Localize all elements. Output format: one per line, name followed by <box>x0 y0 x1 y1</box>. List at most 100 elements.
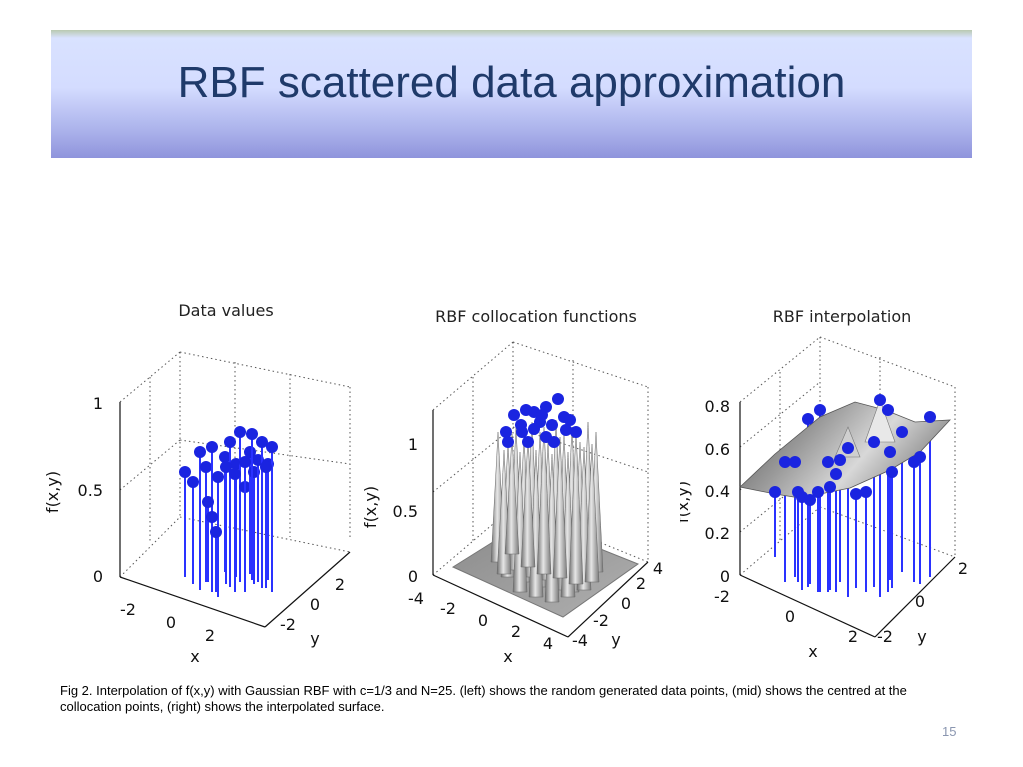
y-tick: -2 <box>280 615 296 634</box>
axes <box>119 402 351 628</box>
plot-title: RBF interpolation <box>773 307 912 326</box>
x-tick: 2 <box>511 622 521 641</box>
data-point <box>564 414 576 426</box>
x-tick: 0 <box>785 607 795 626</box>
z-axis-label: f(x,y) <box>680 481 692 523</box>
data-point <box>769 486 781 498</box>
rbf-spike <box>584 443 600 583</box>
data-point <box>536 409 548 421</box>
data-point <box>508 409 520 421</box>
rbf-spike <box>552 436 568 579</box>
z-tick: 0 <box>720 567 730 586</box>
data-point <box>206 511 218 523</box>
data-point <box>814 404 826 416</box>
x-axis-label: x <box>808 642 817 661</box>
data-point <box>914 451 926 463</box>
data-point <box>874 394 886 406</box>
x-axis-label: x <box>503 647 512 666</box>
data-point <box>187 476 199 488</box>
x-tick: 2 <box>205 626 215 645</box>
rbf-spikes <box>490 419 604 603</box>
plot-data-values: Data values 1 0.5 0 f(x,y) -2 0 2 x 2 0 … <box>40 292 370 672</box>
y-tick: 2 <box>636 574 646 593</box>
markers <box>500 393 582 448</box>
data-point <box>200 461 212 473</box>
z-tick: 0 <box>93 567 103 586</box>
title-bar: RBF scattered data approximation <box>51 30 972 158</box>
z-tick: 0.8 <box>705 397 730 416</box>
data-point <box>548 436 560 448</box>
data-point <box>804 494 816 506</box>
y-tick: 4 <box>653 559 663 578</box>
plot-rbf-collocation: RBF collocation functions 1 0.5 0 f(x,y)… <box>358 292 688 672</box>
x-tick: 2 <box>848 627 858 646</box>
data-point <box>266 441 278 453</box>
data-point <box>224 436 236 448</box>
y-tick: 2 <box>958 559 968 578</box>
z-tick: 1 <box>408 435 418 454</box>
data-point <box>234 426 246 438</box>
data-point <box>516 426 528 438</box>
z-tick: 0.5 <box>78 481 103 500</box>
x-tick: 4 <box>543 634 553 653</box>
data-point <box>202 496 214 508</box>
data-point <box>822 456 834 468</box>
data-point <box>884 446 896 458</box>
data-point <box>210 526 222 538</box>
data-point <box>842 442 854 454</box>
x-tick: 0 <box>166 613 176 632</box>
data-point <box>850 488 862 500</box>
data-point <box>179 466 191 478</box>
axes <box>739 402 956 638</box>
data-point <box>868 436 880 448</box>
y-tick: -2 <box>593 611 609 630</box>
data-point <box>896 426 908 438</box>
axes <box>432 410 649 638</box>
data-point <box>830 468 842 480</box>
data-point <box>570 426 582 438</box>
plot-rbf-interpolation: RBF interpolation 0.8 0.6 0.4 0.2 0 f(x,… <box>680 292 1015 672</box>
data-point <box>260 461 272 473</box>
y-axis-label: y <box>310 629 319 648</box>
data-point <box>500 426 512 438</box>
data-point <box>206 441 218 453</box>
data-point <box>219 451 231 463</box>
data-point <box>924 411 936 423</box>
y-tick: 2 <box>335 575 345 594</box>
data-point <box>802 413 814 425</box>
data-point <box>552 393 564 405</box>
rbf-spike <box>504 433 520 555</box>
stems <box>179 426 278 597</box>
rbf-spike <box>536 426 552 575</box>
z-tick: 0.4 <box>705 482 730 501</box>
data-point <box>812 486 824 498</box>
z-tick: 0.5 <box>393 502 418 521</box>
z-tick: 1 <box>93 394 103 413</box>
x-axis-label: x <box>190 647 199 666</box>
plot-title: RBF collocation functions <box>435 307 637 326</box>
data-point <box>882 404 894 416</box>
y-tick: -4 <box>572 631 588 650</box>
z-tick: 0.2 <box>705 524 730 543</box>
y-axis-label: y <box>917 627 926 646</box>
z-tick: 0.6 <box>705 440 730 459</box>
data-point <box>522 436 534 448</box>
data-point <box>789 456 801 468</box>
data-point <box>256 436 268 448</box>
plot-title: Data values <box>178 301 273 320</box>
data-point <box>212 471 224 483</box>
x-tick: -4 <box>408 589 424 608</box>
page-number: 15 <box>942 724 957 739</box>
data-point <box>824 481 836 493</box>
x-tick: -2 <box>440 599 456 618</box>
data-point <box>528 423 540 435</box>
y-axis-label: y <box>611 630 620 649</box>
data-point <box>560 424 572 436</box>
slide-title: RBF scattered data approximation <box>177 58 846 107</box>
data-point <box>229 468 241 480</box>
data-point <box>502 436 514 448</box>
z-axis-label: f(x,y) <box>361 486 380 528</box>
data-point <box>834 454 846 466</box>
x-tick: -2 <box>714 587 730 606</box>
data-point <box>886 466 898 478</box>
